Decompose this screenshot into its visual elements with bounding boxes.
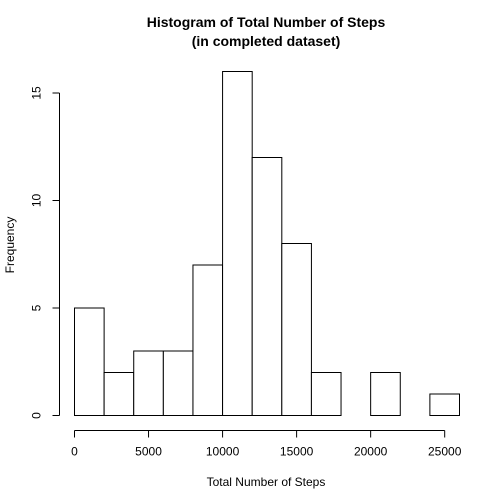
chart-title-line-1: Histogram of Total Number of Steps (147, 14, 386, 30)
histogram-bar-10 (370, 372, 401, 416)
histogram-bar-1 (103, 372, 135, 416)
chart-title-line-2: (in completed dataset) (192, 33, 341, 49)
x-axis: 0 5000 10000 15000 20000 25000 (71, 430, 462, 459)
y-axis: 0 5 10 15 (30, 86, 60, 419)
y-tick-label: 10 (30, 194, 44, 208)
x-tick-label: 20000 (354, 445, 388, 459)
histogram-bar-7 (281, 243, 312, 416)
histogram-bar-4 (192, 264, 224, 416)
histogram-bars (74, 71, 460, 416)
histogram-bar-5 (222, 71, 253, 416)
y-tick-label: 15 (30, 86, 44, 100)
x-tick-label: 15000 (280, 445, 314, 459)
x-tick-label: 10000 (206, 445, 240, 459)
histogram-bar-3 (162, 350, 194, 416)
histogram-bar-8 (310, 372, 342, 416)
histogram-bar-12 (429, 393, 460, 416)
histogram-bar-6 (251, 157, 283, 416)
x-tick-label: 0 (71, 445, 78, 459)
y-tick-label: 0 (30, 412, 44, 419)
x-tick-label: 25000 (428, 445, 462, 459)
x-tick-label: 5000 (135, 445, 162, 459)
x-axis-label: Total Number of Steps (207, 475, 326, 489)
y-axis-label: Frequency (3, 217, 17, 274)
y-tick-label: 5 (30, 304, 44, 311)
histogram-bar-2 (133, 350, 164, 416)
histogram-bar-0 (74, 307, 105, 416)
